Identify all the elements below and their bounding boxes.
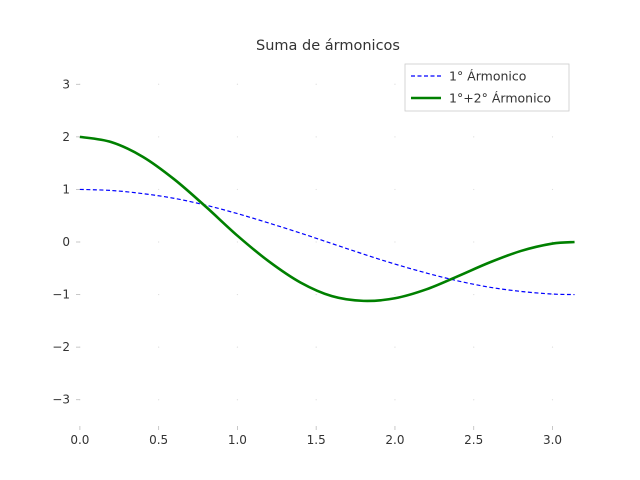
grid-dot [158, 293, 160, 296]
y-tick-label: 3 [62, 77, 70, 91]
x-tick-label: 0.5 [149, 433, 168, 447]
series-line-2 [79, 135, 575, 303]
grid-dot [394, 399, 396, 401]
chart-title: Suma de ármonicos [256, 38, 400, 54]
grid-dot [315, 241, 317, 243]
grid-dot [551, 136, 554, 138]
grid-dot [394, 136, 396, 138]
y-tick-label: 0 [62, 235, 70, 249]
grid-dot [394, 346, 396, 348]
legend-label: 1° Ármonico [449, 69, 526, 84]
grid-dot [551, 399, 554, 401]
y-axis-ticks: 3 2 1 0 −1 −2 −3 [52, 77, 80, 407]
grid-dot [473, 293, 475, 296]
series-lines [79, 135, 575, 303]
grid-dot [236, 83, 239, 85]
grid-dot [394, 188, 396, 191]
grid-dot [158, 346, 160, 348]
y-tick-label: −2 [52, 340, 70, 354]
grid-dot [315, 83, 317, 85]
y-tick-label: 1 [62, 182, 70, 196]
x-tick-label: 1.5 [307, 433, 326, 447]
grid-dot [551, 346, 554, 348]
grid-dot [473, 188, 475, 191]
grid-dot [473, 399, 475, 401]
x-tick-label: 2.5 [464, 433, 483, 447]
grid-dot [158, 241, 160, 243]
y-tick-label: −3 [52, 393, 70, 407]
grid-dot [394, 83, 396, 85]
grid-dot [236, 241, 239, 243]
grid-dot [315, 293, 317, 296]
grid [79, 83, 554, 401]
grid-dot [158, 136, 160, 138]
legend-label: 1°+2° Ármonico [449, 91, 551, 106]
legend: 1° Ármonico 1°+2° Ármonico [404, 63, 570, 112]
grid-dot [158, 188, 160, 191]
y-tick-label: −1 [52, 288, 70, 302]
grid-dot [551, 293, 554, 296]
legend-box [404, 63, 570, 112]
grid-dot [394, 293, 396, 296]
grid-dot [315, 188, 317, 191]
x-tick-label: 0.0 [70, 433, 89, 447]
grid-dot [158, 83, 160, 85]
grid-dot [394, 241, 396, 243]
grid-dot [315, 399, 317, 401]
x-tick-label: 3.0 [543, 433, 562, 447]
grid-dot [473, 136, 475, 138]
grid-dot [551, 188, 554, 191]
x-tick-label: 2.0 [385, 433, 404, 447]
grid-dot [236, 293, 239, 296]
grid-dot [315, 346, 317, 348]
grid-dot [473, 241, 475, 243]
x-tick-label: 1.0 [228, 433, 247, 447]
grid-dot [158, 399, 160, 401]
grid-dot [236, 399, 239, 401]
grid-dot [473, 346, 475, 348]
grid-dot [236, 346, 239, 348]
grid-dot [236, 136, 239, 138]
series-line-1 [79, 188, 575, 296]
x-axis-ticks: 0.0 0.5 1.0 1.5 2.0 2.5 3.0 [70, 426, 562, 447]
y-tick-label: 2 [62, 130, 70, 144]
grid-dot [315, 136, 317, 138]
grid-dot [236, 188, 239, 191]
